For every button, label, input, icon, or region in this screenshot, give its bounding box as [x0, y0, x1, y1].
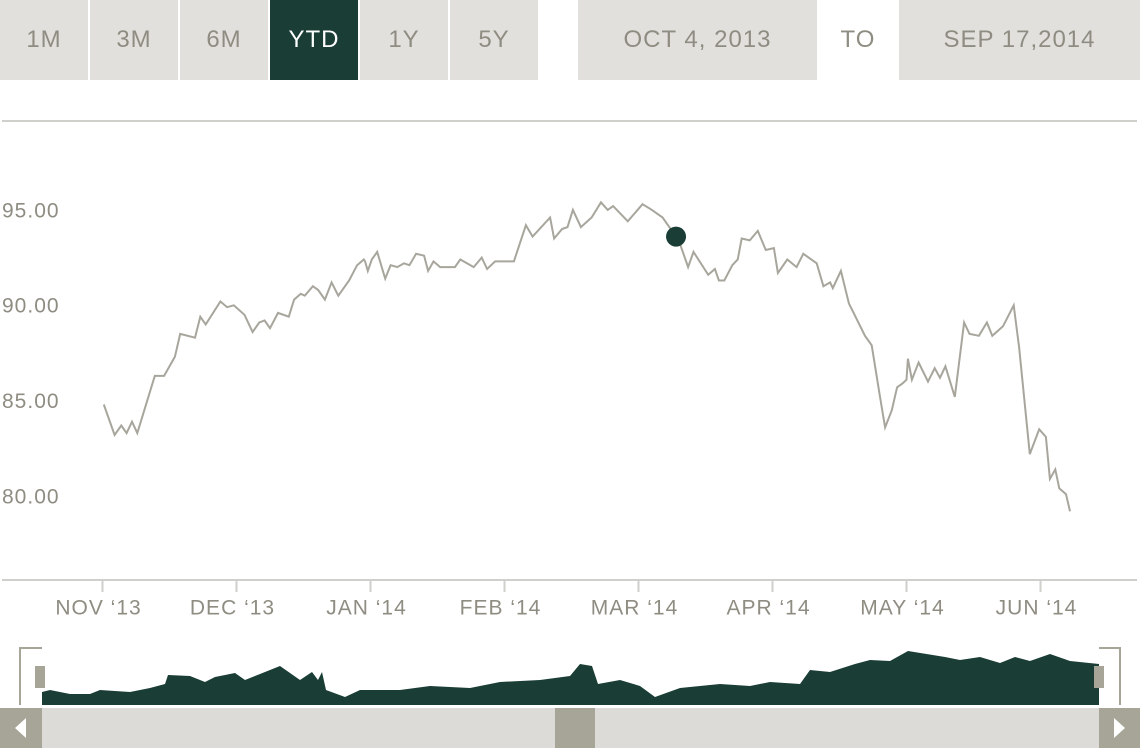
range-button[interactable]: YTD — [270, 0, 358, 80]
arrow-icon — [15, 718, 26, 738]
y-tick-label: 85.00 — [2, 390, 60, 413]
x-tick-label: MAR ‘14 — [591, 597, 679, 620]
date-from[interactable]: OCT 4, 2013 — [578, 0, 817, 80]
y-tick-label: 80.00 — [2, 486, 60, 509]
arrow-icon — [1114, 718, 1125, 738]
x-tick-label: FEB ‘14 — [460, 597, 542, 620]
range-button[interactable]: 6M — [180, 0, 268, 80]
x-tick-label: JAN ‘14 — [326, 597, 407, 620]
nav-handle[interactable] — [1094, 666, 1104, 688]
range-button[interactable]: 1M — [0, 0, 88, 80]
x-tick-label: NOV ‘13 — [55, 597, 141, 620]
navigator — [0, 647, 1140, 748]
scrollbar-thumb[interactable] — [555, 708, 595, 748]
nav-bracket — [1099, 647, 1121, 705]
to-label: TO — [817, 0, 899, 80]
y-tick-label: 90.00 — [2, 295, 60, 318]
nav-bracket — [19, 647, 42, 705]
nav-handle[interactable] — [35, 666, 45, 688]
range-button[interactable]: 5Y — [450, 0, 538, 80]
range-button[interactable]: 1Y — [360, 0, 448, 80]
x-tick-label: DEC ‘13 — [190, 597, 275, 620]
range-button[interactable]: 3M — [90, 0, 178, 80]
nav-area — [42, 651, 1099, 705]
x-tick-label: MAY ‘14 — [860, 597, 944, 620]
x-tick-label: APR ‘14 — [726, 597, 810, 620]
x-tick-label: JUN ‘14 — [996, 597, 1078, 620]
y-tick-label: 95.00 — [2, 199, 60, 222]
date-to[interactable]: SEP 17,2014 — [899, 0, 1140, 80]
price-line — [102, 200, 1071, 512]
hover-marker — [666, 226, 687, 247]
